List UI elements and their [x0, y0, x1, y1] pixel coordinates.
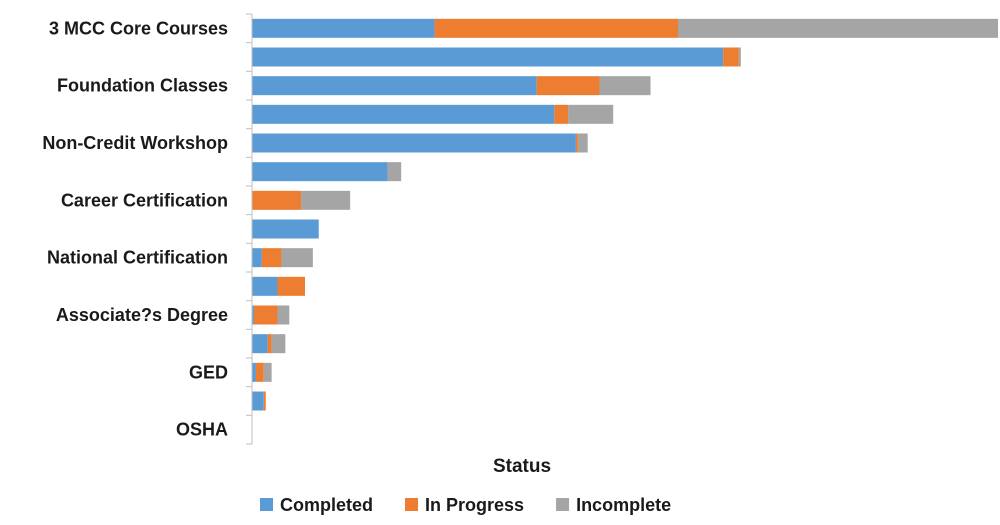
category-label: National Certification — [47, 248, 228, 268]
bar-segment-completed — [252, 18, 435, 38]
bar-segment-incomplete — [387, 162, 402, 182]
legend-label: Incomplete — [576, 495, 671, 515]
category-label: Foundation Classes — [57, 76, 228, 96]
legend-label: Completed — [280, 495, 373, 515]
bar-segment-completed — [252, 276, 278, 296]
bar-segment-in-progress — [434, 18, 679, 38]
bar-segment-incomplete — [577, 133, 588, 153]
bar-segment-completed — [252, 362, 256, 382]
x-axis-title: Status — [493, 456, 551, 477]
bar-segment-incomplete — [277, 305, 290, 325]
bar-segment-in-progress — [252, 190, 302, 210]
legend-swatch-incomplete — [556, 498, 570, 511]
y-axis-ticks — [246, 13, 252, 445]
category-label: Associate?s Degree — [56, 305, 228, 325]
bar-segment-in-progress — [575, 133, 578, 153]
bar-segment-completed — [252, 76, 537, 96]
bar-segment-completed — [252, 391, 264, 411]
bar-segment-in-progress — [554, 104, 569, 124]
bar-segment-in-progress — [261, 248, 282, 268]
bars-group — [252, 18, 998, 411]
bar-segment-in-progress — [255, 362, 264, 382]
legend-label: In Progress — [425, 495, 524, 515]
bar-segment-completed — [252, 162, 388, 182]
bar-segment-in-progress — [267, 334, 272, 354]
bar-segment-completed — [252, 104, 555, 124]
category-label: 3 MCC Core Courses — [49, 18, 228, 38]
legend-swatch-completed — [260, 498, 273, 511]
bar-segment-incomplete — [271, 334, 286, 354]
bar-segment-incomplete — [281, 248, 313, 268]
bar-segment-completed — [252, 334, 268, 354]
bar-segment-incomplete — [738, 47, 741, 67]
bar-segment-completed — [252, 248, 262, 268]
bar-segment-completed — [252, 305, 254, 325]
category-label: Non-Credit Workshop — [42, 133, 228, 153]
category-label: OSHA — [176, 420, 228, 440]
bar-segment-completed — [252, 133, 576, 153]
bar-segment-incomplete — [599, 76, 651, 96]
bar-segment-in-progress — [277, 276, 306, 296]
category-labels: 3 MCC Core Courses Foundation Classes Non-… — [42, 18, 228, 439]
category-label: GED — [189, 362, 228, 382]
bar-segment-completed — [252, 219, 319, 239]
bar-segment-incomplete — [568, 104, 614, 124]
bar-segment-in-progress — [536, 76, 600, 96]
bar-segment-in-progress — [723, 47, 739, 67]
bar-segment-incomplete — [678, 18, 998, 38]
bar-segment-incomplete — [301, 190, 351, 210]
legend-swatch-in-progress — [405, 498, 419, 511]
legend: Completed In Progress Incomplete — [260, 495, 671, 515]
category-label: Career Certification — [61, 190, 228, 210]
bar-segment-completed — [252, 47, 724, 67]
bar-segment-incomplete — [263, 362, 272, 382]
bar-segment-in-progress — [253, 305, 278, 325]
bar-segment-in-progress — [263, 391, 266, 411]
